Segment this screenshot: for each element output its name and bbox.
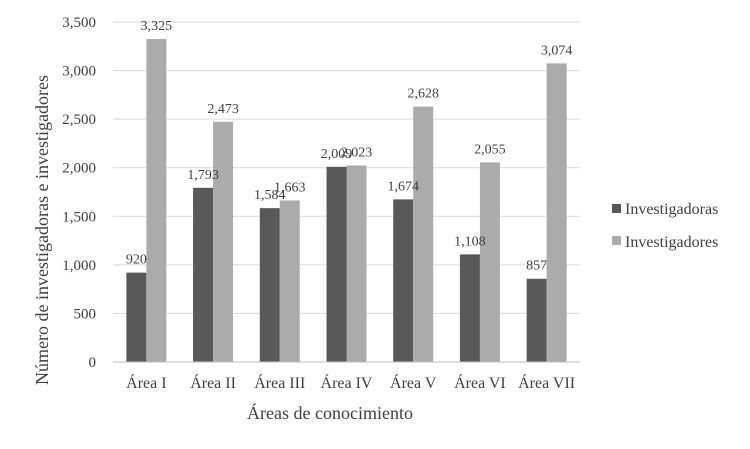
x-category-label: Área V <box>390 373 437 392</box>
bar-investigadoras <box>326 166 347 362</box>
y-axis-title: Número de investigadoras e investigadore… <box>32 75 52 385</box>
legend-swatch-investigadoras <box>612 204 621 213</box>
legend-label-investigadores: Investigadores <box>625 234 718 251</box>
data-label: 2,473 <box>207 102 239 117</box>
data-label: 1,674 <box>387 179 419 194</box>
bars <box>126 39 567 362</box>
y-tick-label: 1,000 <box>62 258 96 274</box>
x-axis-categories: Área I Área II Área III Área IV Área V Área V… <box>126 373 575 392</box>
bar-investigadores <box>546 63 567 362</box>
x-category-label: Área I <box>126 373 166 392</box>
bar-investigadores <box>346 165 367 362</box>
legend-label-investigadoras: Investigadoras <box>625 201 718 218</box>
legend-swatch-investigadores <box>612 236 621 245</box>
data-label: 1,663 <box>274 180 306 195</box>
y-tick-label: 500 <box>74 306 97 322</box>
x-axis-title: Áreas de conocimiento <box>247 402 413 423</box>
data-label: 2,023 <box>341 145 373 160</box>
data-label: 3,325 <box>141 19 173 34</box>
y-tick-label: 1,500 <box>62 209 96 225</box>
data-label: 2,009 <box>321 147 353 162</box>
y-axis-ticks: 0 500 1,000 1,500 2,000 2,500 3,000 3,500 <box>62 15 96 371</box>
bar-investigadores <box>479 162 500 362</box>
bar-investigadores <box>413 106 434 362</box>
data-label: 2,628 <box>407 87 439 102</box>
bar-investigadores <box>146 39 167 362</box>
y-tick-label: 2,500 <box>62 112 96 128</box>
bar-investigadores <box>279 200 300 362</box>
data-label: 1,108 <box>454 234 486 249</box>
x-category-label: Área VI <box>454 373 506 392</box>
legend: Investigadoras Investigadores <box>612 201 718 251</box>
data-label: 2,055 <box>474 142 506 157</box>
y-tick-label: 3,000 <box>62 64 96 80</box>
bar-investigadoras <box>126 272 147 362</box>
x-category-label: Área II <box>190 373 236 392</box>
data-label: 1,584 <box>254 188 286 203</box>
x-category-label: Área VII <box>518 373 575 392</box>
y-tick-label: 3,500 <box>62 15 96 31</box>
bar-investigadoras <box>526 278 547 362</box>
bar-investigadoras <box>259 208 280 362</box>
data-label: 857 <box>526 259 547 274</box>
data-label: 3,074 <box>541 43 573 58</box>
x-category-label: Área III <box>254 373 305 392</box>
x-category-label: Área IV <box>321 373 373 392</box>
data-label: 1,793 <box>187 168 219 183</box>
bar-investigadores <box>213 121 234 362</box>
bar-investigadoras <box>193 187 214 362</box>
data-label: 920 <box>126 253 147 268</box>
y-tick-label: 2,000 <box>62 161 96 177</box>
y-tick-label: 0 <box>89 355 97 371</box>
bar-investigadoras <box>459 254 480 362</box>
bar-investigadoras <box>393 199 414 362</box>
